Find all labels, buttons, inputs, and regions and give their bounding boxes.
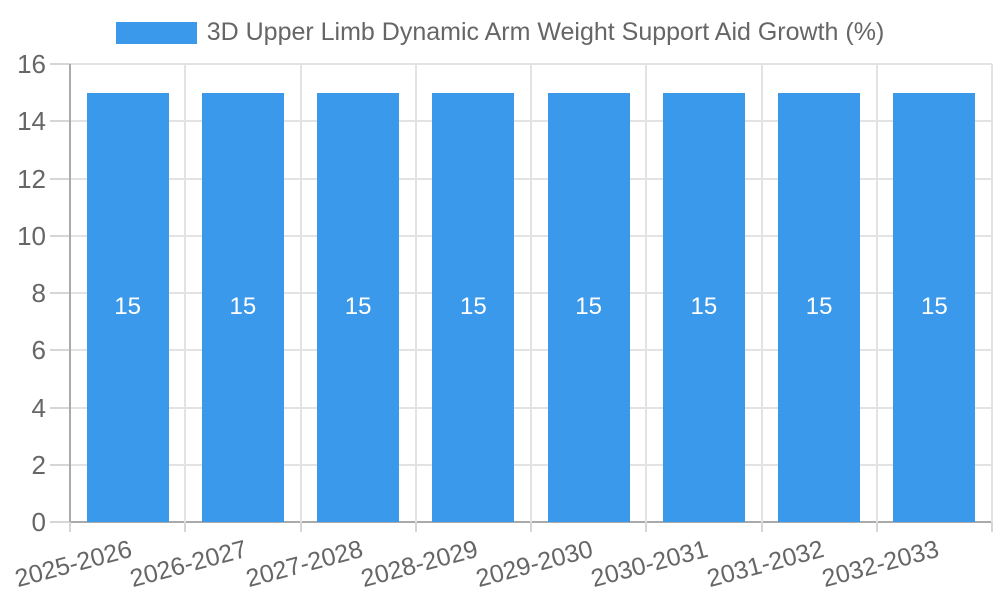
y-tick (50, 120, 70, 123)
x-axis-label: 2032-2033 (818, 535, 942, 593)
x-axis-label: 2029-2030 (473, 535, 596, 593)
y-tick (50, 292, 70, 294)
bar-value-label: 15 (229, 293, 257, 321)
v-gridline (645, 64, 648, 522)
x-axis-label: 2025-2026 (12, 535, 135, 593)
y-axis-label: 16 (17, 49, 46, 79)
v-gridline (299, 64, 302, 522)
bar-value-label: 15 (690, 293, 718, 321)
v-gridline (991, 64, 993, 522)
x-axis-label: 2027-2028 (242, 535, 366, 593)
x-axis-label: 2030-2031 (588, 535, 712, 593)
bar[interactable] (86, 92, 169, 522)
x-axis-label: 2031-2032 (703, 535, 827, 593)
x-tick (414, 522, 417, 532)
bar[interactable] (778, 92, 861, 522)
bar[interactable] (547, 92, 630, 522)
y-axis-line (69, 64, 71, 522)
x-tick (184, 522, 187, 532)
bar[interactable] (201, 92, 284, 522)
bar-value-label: 15 (575, 293, 602, 321)
legend-label: 3D Upper Limb Dynamic Arm Weight Support… (206, 18, 885, 46)
x-tick (645, 522, 648, 532)
y-axis-label: 0 (31, 507, 46, 537)
x-axis-label: 2026-2027 (127, 535, 251, 593)
y-tick (50, 349, 70, 352)
bar[interactable] (317, 92, 400, 522)
bar-value-label: 15 (805, 293, 833, 321)
y-tick (50, 406, 70, 409)
x-tick (530, 522, 532, 532)
x-tick (991, 522, 993, 532)
v-gridline (414, 64, 417, 522)
y-tick (50, 234, 70, 237)
x-tick (760, 522, 763, 532)
y-axis-label: 14 (17, 106, 46, 137)
bar-value-label: 15 (114, 293, 141, 321)
y-axis-label: 8 (31, 278, 46, 308)
bar-value-label: 15 (344, 293, 372, 321)
y-tick (50, 63, 70, 65)
x-tick (875, 522, 878, 532)
y-tick (50, 463, 70, 466)
v-gridline (530, 64, 532, 522)
y-axis-label: 10 (17, 220, 46, 251)
y-axis-label: 4 (31, 392, 46, 423)
v-gridline (875, 64, 878, 522)
bar[interactable] (432, 92, 515, 522)
y-tick (50, 521, 70, 523)
y-tick (50, 177, 70, 180)
x-tick (69, 522, 71, 532)
bar-value-label: 15 (460, 293, 487, 321)
bar-value-label: 15 (921, 293, 948, 321)
x-tick (299, 522, 302, 532)
x-axis-label: 2028-2029 (357, 535, 481, 593)
y-axis-label: 12 (17, 163, 46, 194)
y-axis-label: 2 (31, 449, 46, 480)
bar[interactable] (662, 92, 745, 522)
legend-swatch-icon (115, 21, 197, 44)
v-gridline (760, 64, 763, 522)
bar[interactable] (893, 92, 976, 522)
v-gridline (184, 64, 187, 522)
y-axis-label: 6 (31, 335, 46, 366)
legend[interactable]: 3D Upper Limb Dynamic Arm Weight Support… (0, 18, 1000, 47)
